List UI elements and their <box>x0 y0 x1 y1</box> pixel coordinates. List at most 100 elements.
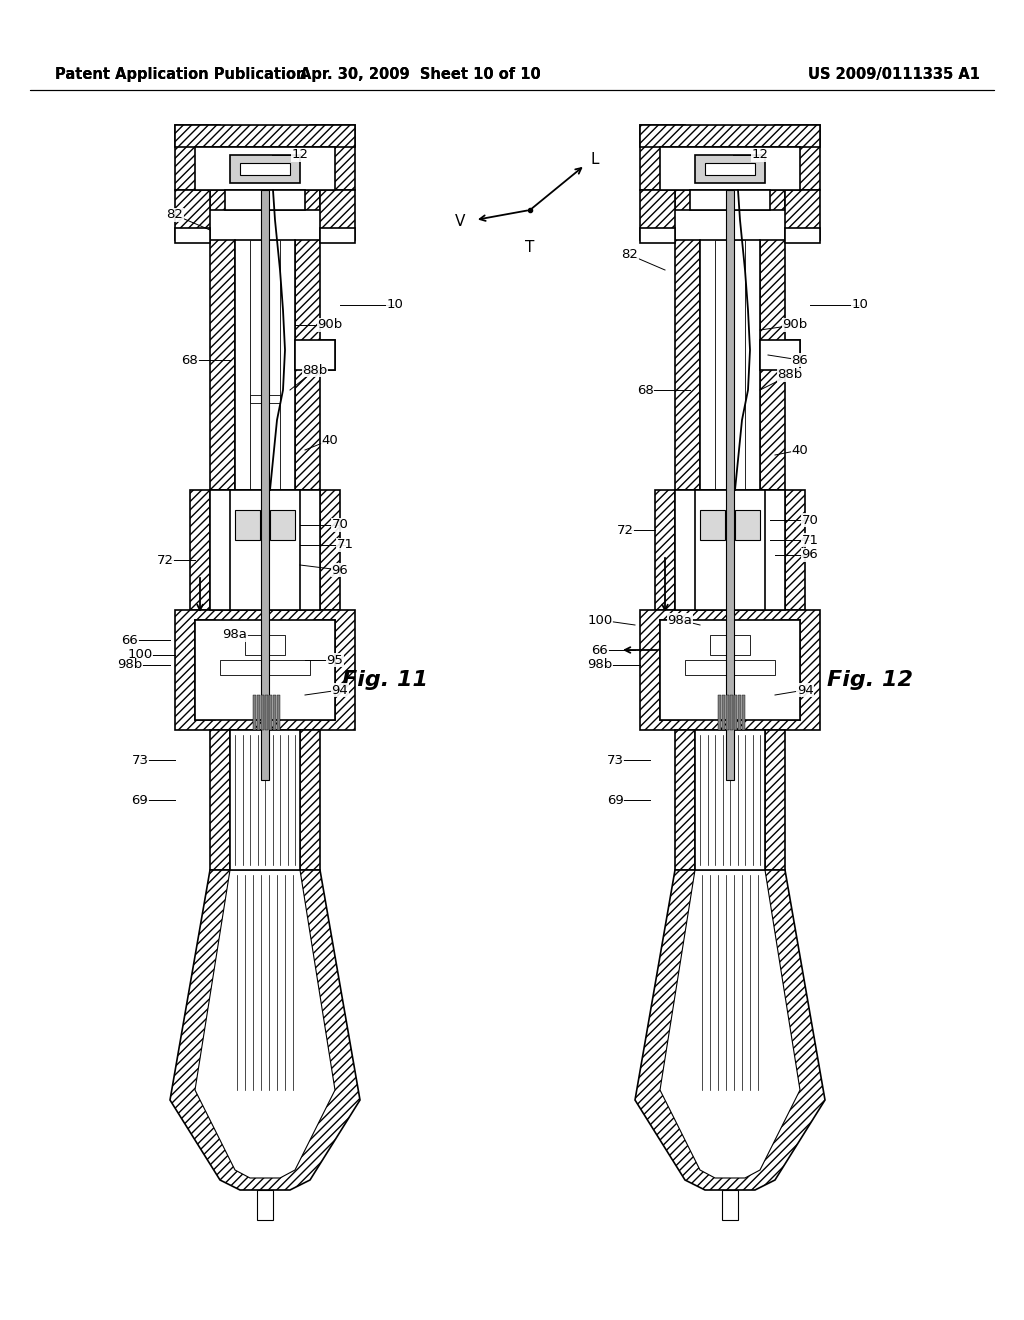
Text: 40: 40 <box>322 433 338 446</box>
Bar <box>726 190 734 780</box>
Bar <box>640 610 820 730</box>
Text: Fig. 12: Fig. 12 <box>827 671 913 690</box>
Bar <box>785 341 800 370</box>
Bar <box>742 696 745 730</box>
Text: 73: 73 <box>606 754 624 767</box>
Bar <box>300 490 319 610</box>
Text: 12: 12 <box>752 149 768 161</box>
Bar <box>195 620 335 719</box>
Bar <box>660 147 800 190</box>
Bar <box>690 190 770 210</box>
Text: 100: 100 <box>588 614 612 627</box>
Bar <box>253 696 256 730</box>
Bar <box>765 490 785 610</box>
Text: US 2009/0111335 A1: US 2009/0111335 A1 <box>808 67 980 82</box>
Bar <box>250 240 280 490</box>
Bar <box>230 730 300 870</box>
Polygon shape <box>660 870 800 1177</box>
Bar <box>640 125 820 147</box>
Polygon shape <box>195 870 335 1177</box>
Bar <box>700 240 760 490</box>
Bar <box>234 510 260 540</box>
Text: 72: 72 <box>616 524 634 536</box>
Bar <box>680 624 710 660</box>
Bar <box>273 696 276 730</box>
Bar <box>195 620 215 719</box>
Bar <box>220 660 310 675</box>
Bar <box>780 620 800 719</box>
Bar <box>760 240 785 490</box>
Bar <box>700 510 725 540</box>
Bar <box>660 620 800 719</box>
Bar <box>315 620 335 719</box>
Bar <box>660 620 680 719</box>
Bar <box>765 730 785 870</box>
Bar <box>695 154 765 183</box>
Text: 94: 94 <box>332 684 348 697</box>
Text: 10: 10 <box>387 298 403 312</box>
Text: V: V <box>455 214 465 230</box>
Text: 90b: 90b <box>782 318 808 331</box>
Bar <box>295 341 335 370</box>
Bar <box>718 696 721 730</box>
Bar <box>210 190 319 210</box>
Text: 70: 70 <box>802 513 818 527</box>
Bar <box>710 430 750 451</box>
Bar <box>675 240 700 490</box>
Text: 12: 12 <box>292 149 308 161</box>
Bar <box>640 190 675 240</box>
Text: 94: 94 <box>797 684 813 697</box>
Bar <box>175 190 210 240</box>
Bar <box>175 228 210 243</box>
Bar <box>210 240 234 490</box>
Bar <box>270 510 295 540</box>
Bar <box>269 696 272 730</box>
Text: 10: 10 <box>852 298 868 312</box>
Bar <box>285 671 300 700</box>
Bar <box>230 671 245 700</box>
Bar <box>738 696 741 730</box>
Bar <box>310 125 355 190</box>
Bar <box>175 610 355 730</box>
Text: 98a: 98a <box>222 628 248 642</box>
Text: 86: 86 <box>792 354 808 367</box>
Bar <box>675 490 695 610</box>
Polygon shape <box>170 870 360 1191</box>
Text: L: L <box>590 153 598 168</box>
Bar <box>245 375 285 397</box>
Polygon shape <box>635 870 825 1191</box>
Text: 95: 95 <box>327 653 343 667</box>
Bar <box>705 162 755 176</box>
Text: 82: 82 <box>622 248 638 261</box>
Bar <box>210 490 319 610</box>
Bar <box>195 147 335 190</box>
Text: 88b: 88b <box>777 368 803 381</box>
Bar <box>250 395 280 403</box>
Bar <box>785 228 820 243</box>
Text: 71: 71 <box>337 539 353 552</box>
Text: 88b: 88b <box>302 363 328 376</box>
Text: Apr. 30, 2009  Sheet 10 of 10: Apr. 30, 2009 Sheet 10 of 10 <box>300 67 541 82</box>
Bar <box>319 341 335 370</box>
Text: 68: 68 <box>637 384 653 396</box>
Text: 82: 82 <box>167 209 183 222</box>
Bar <box>640 125 685 190</box>
Bar <box>295 240 319 490</box>
Text: 68: 68 <box>181 354 199 367</box>
Bar <box>215 624 245 660</box>
Text: 70: 70 <box>332 519 348 532</box>
Bar <box>261 190 269 780</box>
Text: 72: 72 <box>157 553 173 566</box>
Bar <box>190 490 340 610</box>
Bar <box>175 125 220 190</box>
Text: 98b: 98b <box>118 659 142 672</box>
Bar <box>265 696 268 730</box>
Bar <box>230 490 300 610</box>
Bar <box>319 228 355 243</box>
Bar <box>775 125 820 190</box>
Text: 69: 69 <box>132 793 148 807</box>
Bar <box>261 696 264 730</box>
Bar <box>750 671 765 700</box>
Bar <box>722 1191 738 1220</box>
Bar <box>175 125 355 147</box>
